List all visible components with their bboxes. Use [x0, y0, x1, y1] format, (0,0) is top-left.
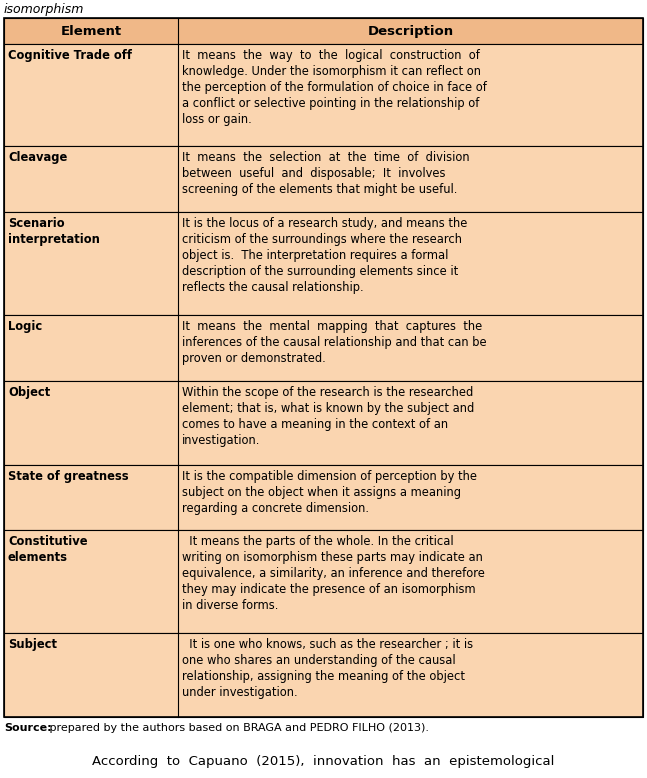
- Text: It  means  the  way  to  the  logical  construction  of
knowledge. Under the iso: It means the way to the logical construc…: [182, 49, 487, 126]
- Bar: [4, 212, 643, 314]
- Text: Description: Description: [367, 24, 454, 37]
- Bar: [4, 18, 643, 717]
- Text: Constitutive
elements: Constitutive elements: [8, 535, 87, 564]
- Text: Logic: Logic: [8, 320, 42, 333]
- Text: Object: Object: [8, 386, 50, 398]
- Text: Within the scope of the research is the researched
element; that is, what is kno: Within the scope of the research is the …: [182, 386, 474, 447]
- Bar: [4, 633, 643, 717]
- Bar: [4, 464, 643, 531]
- Text: It is the compatible dimension of perception by the
subject on the object when i: It is the compatible dimension of percep…: [182, 470, 477, 514]
- Bar: [4, 18, 643, 44]
- Text: It is the locus of a research study, and means the
criticism of the surroundings: It is the locus of a research study, and…: [182, 217, 467, 294]
- Bar: [4, 380, 643, 464]
- Bar: [4, 531, 643, 633]
- Text: It  means  the  mental  mapping  that  captures  the
inferences of the causal re: It means the mental mapping that capture…: [182, 320, 487, 365]
- Text: Scenario
interpretation: Scenario interpretation: [8, 217, 100, 247]
- Bar: [4, 44, 643, 146]
- Bar: [4, 314, 643, 380]
- Text: Cognitive Trade off: Cognitive Trade off: [8, 49, 132, 62]
- Text: Source:: Source:: [4, 723, 52, 733]
- Text: prepared by the authors based on BRAGA and PEDRO FILHO (2013).: prepared by the authors based on BRAGA a…: [46, 723, 429, 733]
- Text: Subject: Subject: [8, 638, 57, 651]
- Text: State of greatness: State of greatness: [8, 470, 129, 482]
- Text: It is one who knows, such as the researcher ; it is
one who shares an understand: It is one who knows, such as the researc…: [182, 638, 473, 699]
- Text: According  to  Capuano  (2015),  innovation  has  an  epistemological: According to Capuano (2015), innovation …: [93, 755, 554, 768]
- Text: isomorphism: isomorphism: [4, 3, 84, 16]
- Text: It means the parts of the whole. In the critical
writing on isomorphism these pa: It means the parts of the whole. In the …: [182, 535, 485, 612]
- Text: It  means  the  selection  at  the  time  of  division
between  useful  and  dis: It means the selection at the time of di…: [182, 152, 470, 196]
- Text: Element: Element: [60, 24, 122, 37]
- Text: Cleavage: Cleavage: [8, 152, 67, 164]
- Bar: [4, 146, 643, 212]
